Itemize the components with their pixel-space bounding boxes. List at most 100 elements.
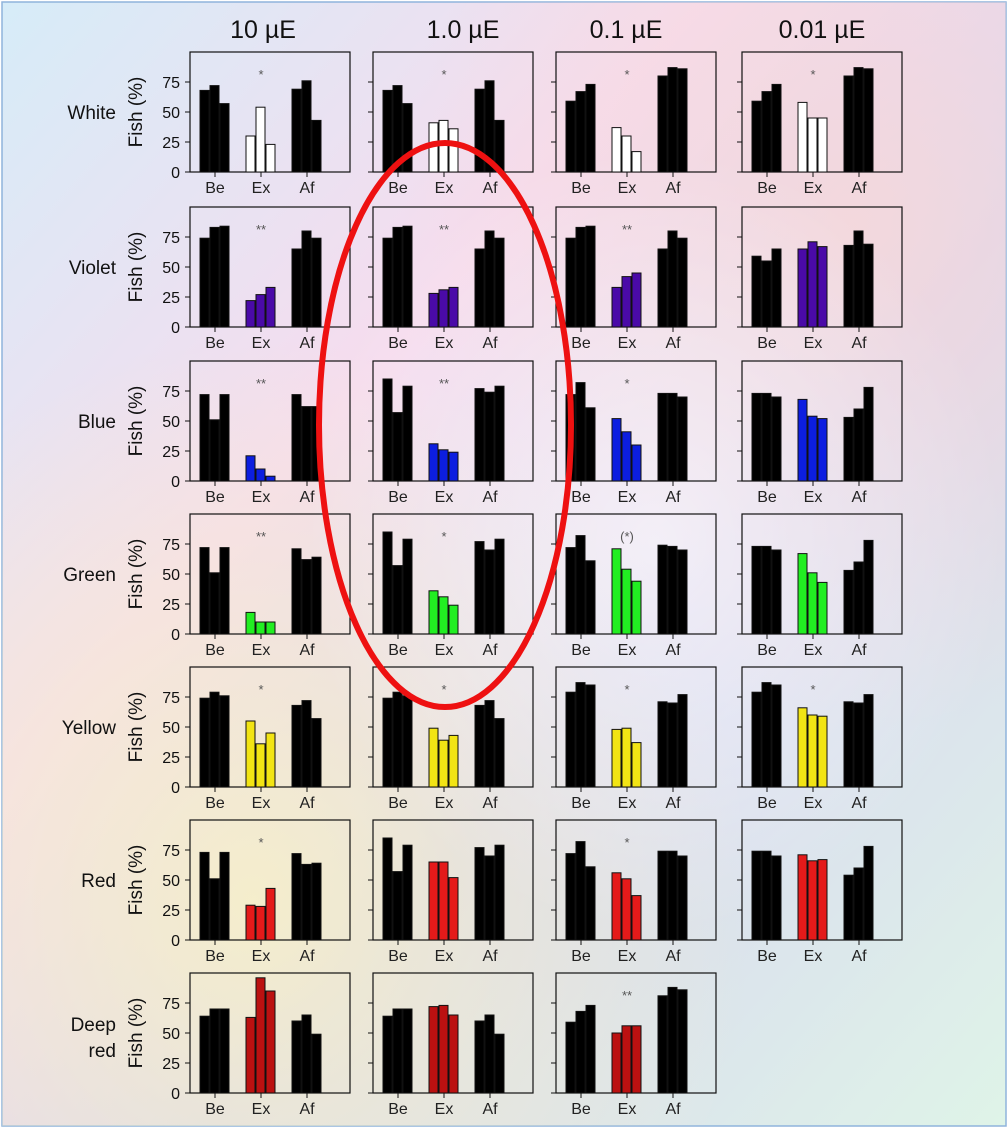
bar-be-3 bbox=[771, 248, 782, 328]
bar-ex-3 bbox=[265, 887, 276, 941]
bar-af-1 bbox=[657, 75, 668, 173]
bar-be-2 bbox=[392, 691, 403, 788]
bar-be-3 bbox=[585, 866, 596, 941]
bar-ex-3 bbox=[265, 475, 276, 482]
bar-be-1 bbox=[565, 547, 576, 635]
bar-af-3 bbox=[311, 1033, 322, 1094]
bar-ex-1 bbox=[611, 872, 622, 941]
bar-ex-3 bbox=[817, 246, 828, 328]
bar-af-2 bbox=[853, 561, 864, 635]
bar-be-3 bbox=[402, 385, 413, 482]
column-header-4: 0.01 µE bbox=[779, 16, 866, 44]
y-tick-label: 75 bbox=[162, 75, 180, 92]
bar-ex-1 bbox=[428, 727, 439, 788]
bar-be-3 bbox=[219, 103, 230, 173]
bar-be-3 bbox=[585, 684, 596, 788]
significance-label: (*) bbox=[620, 529, 634, 544]
bar-af-1 bbox=[657, 701, 668, 788]
bar-be-3 bbox=[219, 394, 230, 482]
x-tick-label-be: Be bbox=[757, 335, 777, 352]
y-axis-label: Fish (%) bbox=[126, 232, 147, 303]
bar-ex-3 bbox=[631, 742, 642, 788]
bar-be-1 bbox=[382, 697, 393, 788]
bar-af-1 bbox=[657, 850, 668, 941]
bar-ex-2 bbox=[255, 621, 266, 635]
x-tick-label-af: Af bbox=[482, 795, 498, 812]
bar-be-3 bbox=[585, 1004, 596, 1094]
bar-af-2 bbox=[853, 408, 864, 482]
bar-ex-2 bbox=[807, 415, 818, 482]
row-yellow: Yellow Fish (%) 0 25 50 75 Be Ex Af * Be Ex Af * Be Ex A… bbox=[62, 666, 903, 812]
y-tick-label: 50 bbox=[162, 873, 180, 890]
bar-ex-2 bbox=[621, 568, 632, 635]
bar-ex-3 bbox=[265, 990, 276, 1094]
bar-be-1 bbox=[382, 237, 393, 328]
bar-be-3 bbox=[402, 695, 413, 788]
bar-af-2 bbox=[667, 230, 678, 328]
bar-be-3 bbox=[402, 538, 413, 635]
bar-af-1 bbox=[474, 541, 485, 635]
bar-af-2 bbox=[301, 1014, 312, 1094]
bar-af-1 bbox=[657, 544, 668, 635]
bar-be-3 bbox=[771, 855, 782, 941]
bar-af-1 bbox=[657, 248, 668, 328]
row-green: Green Fish (%) 0 25 50 75 Be Ex Af ** Be Ex Af * Be Ex A… bbox=[63, 513, 903, 659]
bar-af-2 bbox=[667, 67, 678, 173]
bar-ex-2 bbox=[255, 977, 266, 1094]
bar-ex-2 bbox=[255, 294, 266, 328]
panel-white-col-1: Be Ex Af * bbox=[185, 51, 351, 197]
bar-be-3 bbox=[402, 1008, 413, 1094]
y-tick-label: 50 bbox=[162, 720, 180, 737]
bar-ex-3 bbox=[631, 272, 642, 328]
bar-be-1 bbox=[751, 691, 762, 788]
x-tick-label-be: Be bbox=[388, 642, 408, 659]
panel-red-col-3: Be Ex Af * bbox=[551, 819, 717, 965]
bar-af-1 bbox=[291, 704, 302, 788]
bar-af-2 bbox=[667, 392, 678, 482]
bar-be-3 bbox=[402, 225, 413, 328]
significance-label: * bbox=[624, 67, 629, 82]
bar-ex-1 bbox=[611, 127, 622, 173]
bar-be-3 bbox=[585, 407, 596, 482]
bar-af-2 bbox=[667, 702, 678, 788]
x-tick-label-ex: Ex bbox=[435, 489, 454, 506]
bar-af-1 bbox=[474, 1020, 485, 1094]
y-tick-label: 50 bbox=[162, 1026, 180, 1043]
y-tick-label: 25 bbox=[162, 597, 180, 614]
y-axis-label: Fish (%) bbox=[126, 539, 147, 610]
bar-be-2 bbox=[575, 682, 586, 788]
y-axis-label: Fish (%) bbox=[126, 998, 147, 1069]
bar-ex-2 bbox=[807, 572, 818, 635]
bar-be-1 bbox=[751, 850, 762, 941]
bar-be-3 bbox=[219, 851, 230, 941]
significance-label: ** bbox=[256, 529, 266, 544]
bar-ex-1 bbox=[245, 1016, 256, 1094]
significance-label: ** bbox=[256, 222, 266, 237]
x-tick-label-be: Be bbox=[757, 180, 777, 197]
bar-af-3 bbox=[311, 119, 322, 173]
x-tick-label-ex: Ex bbox=[252, 1101, 271, 1118]
y-tick-label: 75 bbox=[162, 690, 180, 707]
bar-af-1 bbox=[474, 388, 485, 482]
row-violet: Violet Fish (%) 0 25 50 75 Be Ex Af ** Be Ex Af ** Be E… bbox=[69, 206, 903, 352]
bar-be-3 bbox=[219, 1008, 230, 1094]
bar-be-2 bbox=[575, 91, 586, 173]
bar-ex-1 bbox=[797, 101, 808, 173]
x-tick-label-af: Af bbox=[482, 335, 498, 352]
y-tick-label: 75 bbox=[162, 843, 180, 860]
y-tick-label: 25 bbox=[162, 1056, 180, 1073]
bar-be-3 bbox=[402, 103, 413, 173]
bar-ex-1 bbox=[245, 904, 256, 941]
bar-ex-3 bbox=[448, 734, 459, 788]
y-tick-label: 25 bbox=[162, 750, 180, 767]
bar-af-1 bbox=[291, 394, 302, 482]
column-header-1: 10 µE bbox=[230, 16, 296, 44]
bar-ex-1 bbox=[611, 548, 622, 635]
bar-ex-3 bbox=[448, 451, 459, 482]
row-white: White Fish (%) 0 25 50 75 Be Ex Af * Be Ex Af * Be Ex Af… bbox=[67, 51, 903, 197]
y-tick-label: 75 bbox=[162, 230, 180, 247]
x-tick-label-af: Af bbox=[299, 948, 315, 965]
x-tick-label-ex: Ex bbox=[252, 180, 271, 197]
bar-be-1 bbox=[199, 1015, 210, 1094]
